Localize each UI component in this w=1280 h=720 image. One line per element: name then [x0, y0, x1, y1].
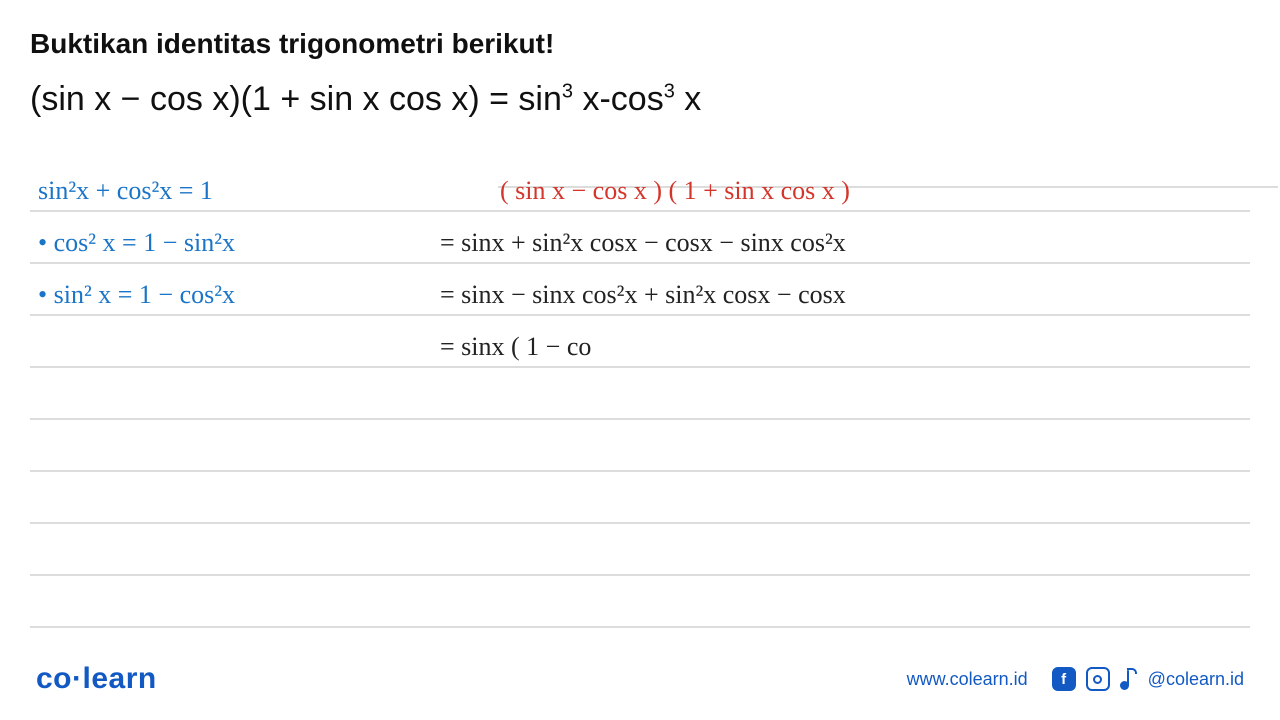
rule-line [30, 524, 1250, 576]
page: Buktikan identitas trigonometri berikut!… [0, 0, 1280, 720]
footer: co·learn www.colearn.id f @colearn.id [0, 650, 1280, 720]
social-icons: f @colearn.id [1052, 667, 1244, 691]
social-handle[interactable]: @colearn.id [1148, 669, 1244, 690]
work-line-2: = sinx + sin²x cosx − cosx − sinx cos²x [440, 230, 846, 256]
instagram-icon[interactable] [1086, 667, 1110, 691]
tiktok-icon[interactable] [1120, 668, 1138, 690]
problem-equation: (sin x − cos x)(1 + sin x cos x) = sin3 … [30, 80, 701, 119]
brand-logo: co·learn [36, 662, 157, 696]
work-line-4: = sinx ( 1 − co [440, 334, 591, 360]
rule-line [30, 368, 1250, 420]
footer-url[interactable]: www.colearn.id [907, 669, 1028, 690]
note-cos2: • cos² x = 1 − sin²x [38, 230, 235, 256]
logo-dot: · [72, 662, 83, 695]
footer-right: www.colearn.id f @colearn.id [907, 667, 1244, 691]
work-line-1: ( sin x − cos x ) ( 1 + sin x cos x ) [500, 178, 850, 204]
logo-text-left: co [36, 662, 72, 695]
rule-line [30, 420, 1250, 472]
note-sin2: • sin² x = 1 − cos²x [38, 282, 235, 308]
rule-line [30, 316, 1250, 368]
logo-text-right: learn [83, 662, 157, 695]
work-line-3: = sinx − sinx cos²x + sin²x cosx − cosx [440, 282, 846, 308]
problem-heading: Buktikan identitas trigonometri berikut! [30, 28, 554, 60]
rule-line [30, 576, 1250, 628]
facebook-icon[interactable]: f [1052, 667, 1076, 691]
rule-line [30, 472, 1250, 524]
note-pythagorean: sin²x + cos²x = 1 [38, 178, 213, 204]
